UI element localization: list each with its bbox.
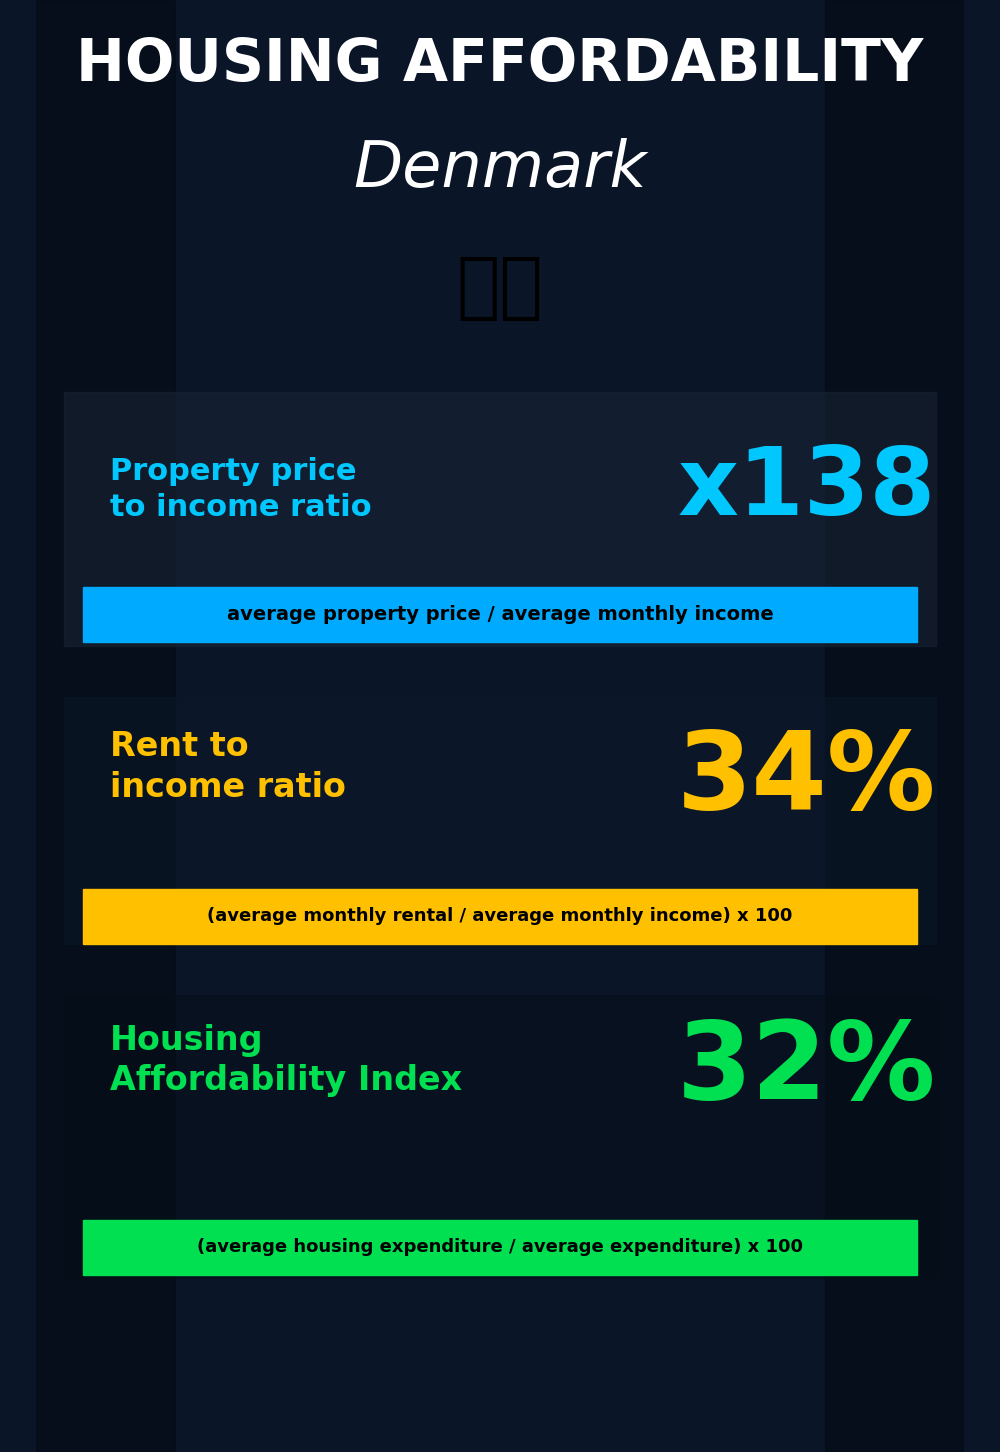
Text: average property price / average monthly income: average property price / average monthly…	[227, 604, 773, 624]
Bar	[825, 0, 964, 1452]
Text: 🇩🇰: 🇩🇰	[457, 254, 543, 324]
Text: x138: x138	[678, 443, 936, 534]
Bar	[64, 697, 936, 944]
Text: Denmark: Denmark	[353, 138, 647, 200]
Text: (average monthly rental / average monthly income) x 100: (average monthly rental / average monthl…	[207, 908, 793, 925]
Bar	[83, 587, 917, 642]
Text: Property price
to income ratio: Property price to income ratio	[110, 457, 372, 523]
Bar	[83, 1220, 917, 1275]
Bar	[83, 889, 917, 944]
Text: HOUSING AFFORDABILITY: HOUSING AFFORDABILITY	[76, 36, 924, 93]
Text: 32%: 32%	[677, 1016, 936, 1122]
Text: 34%: 34%	[677, 726, 936, 832]
Bar	[64, 392, 936, 646]
Text: Housing
Affordability Index: Housing Affordability Index	[110, 1024, 462, 1098]
Bar	[36, 0, 175, 1452]
Text: (average housing expenditure / average expenditure) x 100: (average housing expenditure / average e…	[197, 1239, 803, 1256]
Bar	[64, 995, 936, 1278]
Text: Rent to
income ratio: Rent to income ratio	[110, 730, 346, 804]
